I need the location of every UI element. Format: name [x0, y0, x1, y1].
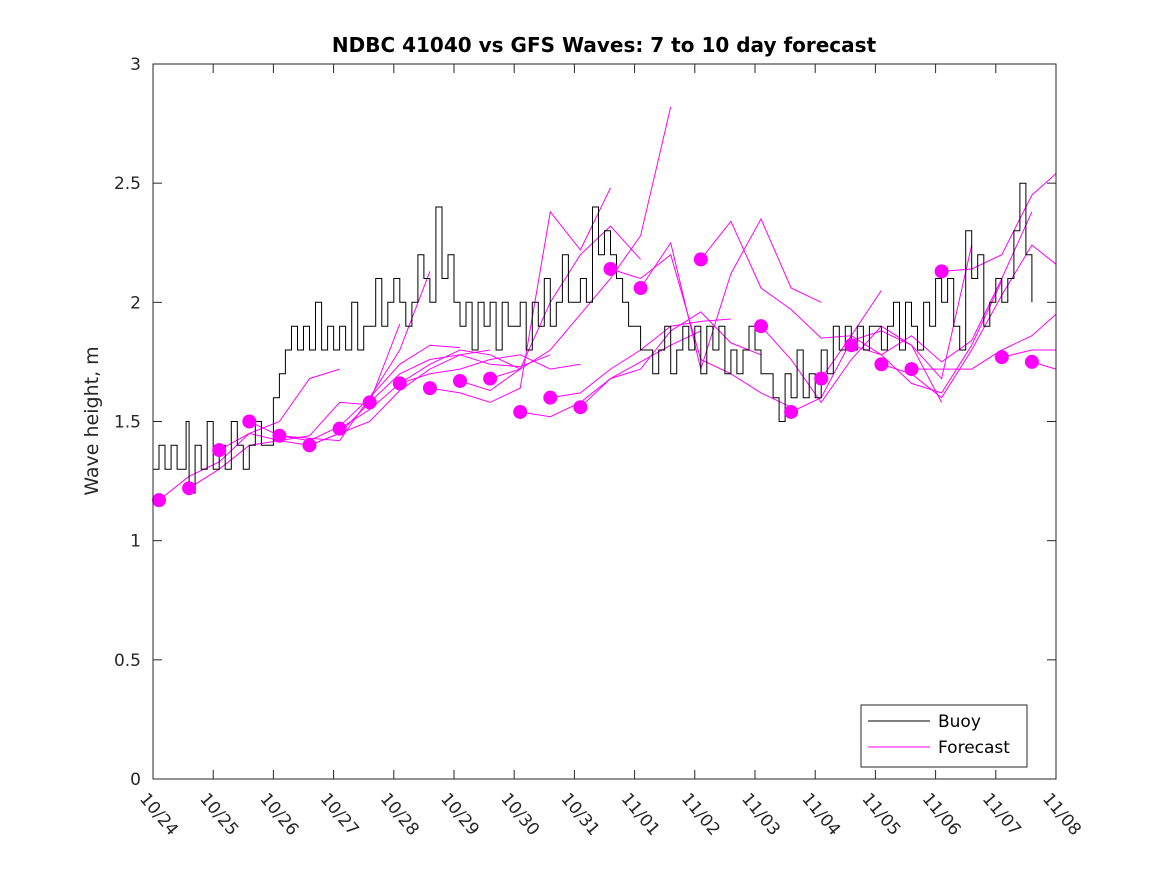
forecast-point [453, 373, 468, 388]
forecast-point [693, 252, 708, 267]
x-tick-label: 11/04 [797, 789, 844, 839]
forecast-point [513, 404, 528, 419]
forecast-line [941, 173, 1057, 272]
y-tick-label: 3 [130, 55, 141, 75]
forecast-point [242, 414, 257, 429]
forecast-point [302, 438, 317, 453]
forecast-point [212, 443, 227, 458]
chart-title: NDBC 41040 vs GFS Waves: 7 to 10 day for… [332, 33, 877, 57]
y-tick-label: 1 [130, 532, 141, 552]
y-tick-label: 1.5 [114, 413, 141, 433]
forecast-point [994, 350, 1009, 365]
forecast-point [392, 376, 407, 391]
legend: Buoy Forecast [860, 704, 1028, 768]
y-axis-label: Wave height, m [81, 346, 103, 495]
forecast-line [1001, 349, 1056, 358]
legend-box [860, 704, 1028, 768]
forecast-point [874, 357, 889, 372]
plot-area [153, 64, 1056, 779]
x-tick-label: 11/07 [978, 789, 1025, 839]
forecast-point [152, 493, 167, 508]
forecast-point [814, 371, 829, 386]
x-tick-label: 11/01 [617, 789, 664, 839]
x-tick-label: 10/24 [135, 789, 182, 839]
forecast-point [332, 421, 347, 436]
legend-label-buoy: Buoy [938, 712, 981, 732]
x-tick-label: 10/31 [557, 789, 604, 839]
x-tick-label: 10/26 [256, 789, 303, 839]
x-tick-label: 11/05 [858, 789, 905, 839]
forecast-point [422, 381, 437, 396]
x-tick-label: 10/25 [195, 789, 242, 839]
buoy-line [153, 182, 1033, 494]
legend-label-forecast: Forecast [938, 738, 1010, 758]
x-tick-label: 10/27 [316, 789, 363, 839]
forecast-point [633, 281, 648, 296]
y-tick-label: 2 [130, 293, 141, 313]
y-tick-label: 0.5 [114, 651, 141, 671]
x-tick-label: 10/28 [376, 789, 423, 839]
x-tick-label: 11/02 [677, 789, 724, 839]
forecast-line [640, 217, 822, 371]
forecast-point [784, 404, 799, 419]
forecast-point [483, 371, 498, 386]
forecast-point [573, 400, 588, 415]
forecast-point [754, 319, 769, 334]
forecast-point [362, 395, 377, 410]
y-tick-label: 0 [130, 770, 141, 790]
forecast-line [489, 106, 672, 380]
forecast-line [429, 187, 611, 403]
forecast-point [543, 390, 558, 405]
forecast-line [369, 354, 551, 403]
x-tick-label: 11/06 [918, 789, 965, 839]
forecast-point [272, 428, 287, 443]
y-tick-label: 2.5 [114, 174, 141, 194]
forecast-point [603, 261, 618, 276]
forecast-line [911, 313, 1057, 370]
x-tick-label: 10/29 [436, 789, 483, 839]
x-tick-label: 11/03 [737, 789, 784, 839]
x-tick-label: 10/30 [496, 789, 543, 839]
forecast-line [339, 349, 521, 430]
forecast-point [1024, 354, 1039, 369]
series-layer [152, 106, 1057, 508]
x-tick-label: 11/08 [1038, 789, 1085, 839]
forecast-point [904, 362, 919, 377]
forecast-line [399, 354, 581, 384]
forecast-point [182, 481, 197, 496]
forecast-point [934, 264, 949, 279]
forecast-point [844, 338, 859, 353]
